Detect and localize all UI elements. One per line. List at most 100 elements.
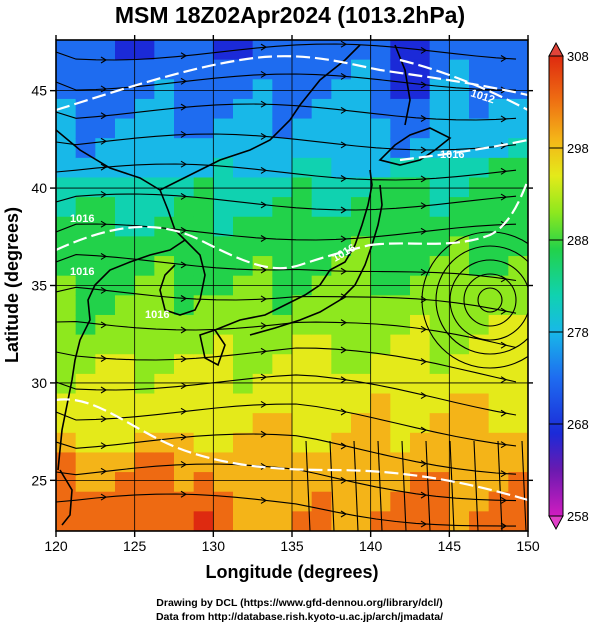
field-cell [311, 236, 332, 257]
field-cell [488, 314, 509, 336]
field-cell [233, 197, 254, 218]
field-cell [351, 373, 372, 395]
field-cell [134, 40, 155, 61]
streamline-arrow [500, 307, 508, 315]
field-cell [508, 256, 528, 277]
streamline-arrow [180, 407, 188, 415]
field-cell [233, 432, 254, 454]
field-cell [56, 40, 77, 61]
field-cell [311, 354, 332, 375]
field-cell [272, 177, 293, 198]
field-cell [331, 354, 352, 375]
streamline-arrow [420, 175, 428, 183]
streamline-arrow [420, 296, 428, 304]
field-cell [154, 40, 175, 61]
streamline-arrow [100, 85, 108, 93]
field-cell [311, 177, 332, 198]
field-cell [75, 118, 96, 139]
field-cell [252, 452, 273, 473]
streamline-arrow [420, 358, 428, 366]
streamline [56, 163, 517, 181]
field-cell [75, 452, 96, 473]
field-cell [252, 295, 273, 316]
cyclone-swirl [477, 287, 503, 313]
field-cell [174, 334, 195, 355]
field-cell [115, 491, 136, 512]
field-cell [508, 393, 528, 414]
field-cell [331, 216, 352, 237]
x-tick-label: 150 [516, 538, 540, 554]
field-cell [488, 393, 509, 414]
field-cell [75, 432, 96, 454]
field-cell [311, 413, 332, 434]
field-cell [154, 413, 175, 434]
field-cell [469, 157, 490, 179]
field-cell [311, 491, 332, 512]
field-cell [252, 177, 273, 198]
field-cell [410, 79, 431, 100]
field-cell [469, 491, 490, 512]
field-cell [193, 177, 214, 198]
streamline-arrow [180, 160, 188, 168]
streamline-arrow [100, 321, 108, 329]
streamline-arrow [500, 376, 508, 384]
field-cell [272, 472, 293, 493]
field-cell [449, 59, 470, 80]
field-cell [488, 157, 509, 179]
colorbar-tick-label: 308 [567, 49, 589, 64]
colorbar-tick-label: 258 [567, 509, 589, 524]
field-cell [508, 413, 528, 434]
field-cell [311, 314, 332, 336]
field-cell [213, 157, 234, 179]
field-cell [233, 59, 254, 80]
field-cell [95, 354, 116, 375]
field-cell [213, 472, 234, 493]
field-cell [56, 334, 77, 355]
field-cell [449, 373, 470, 395]
field-cell [75, 197, 96, 218]
field-cell [429, 472, 450, 493]
field-cell [429, 432, 450, 454]
field-cell [370, 373, 391, 395]
field-cell [351, 511, 372, 531]
streamline-arrow [500, 167, 508, 175]
field-cell [174, 314, 195, 336]
streamline-arrow [180, 261, 188, 269]
field-cell [410, 157, 431, 179]
field-cell [449, 79, 470, 100]
field-cell [292, 157, 313, 179]
field-cell [488, 40, 509, 61]
field-cell [134, 354, 155, 375]
field-cell [154, 157, 175, 179]
field-cell [292, 197, 313, 218]
field-cell [469, 511, 490, 531]
field-cell [311, 393, 332, 414]
field-cell [311, 373, 332, 395]
field-cell [56, 138, 77, 159]
field-cell [213, 354, 234, 375]
streamline [56, 321, 517, 349]
streamline-arrow [420, 268, 428, 276]
streamline-arrow [340, 106, 348, 114]
field-cell [174, 413, 195, 434]
isobar-north [56, 55, 528, 112]
field-cell [233, 452, 254, 473]
field-cell [174, 491, 195, 512]
streamline-arrow [100, 467, 108, 475]
x-tick-label: 125 [123, 538, 147, 554]
isobar-label: 1016 [70, 266, 94, 278]
field-cell [193, 197, 214, 218]
field-cell [75, 98, 96, 120]
field-cell [272, 354, 293, 375]
streamline-arrow [180, 490, 188, 498]
field-cell [469, 354, 490, 375]
field-cell [75, 256, 96, 277]
field-cell [449, 472, 470, 493]
field-cell [233, 118, 254, 139]
field-cell [370, 452, 391, 473]
streamline-arrow [420, 392, 428, 400]
colorbar-tick-label: 278 [567, 325, 589, 340]
field-cell [370, 393, 391, 414]
field-cell [75, 373, 96, 395]
streamline-arrow [180, 192, 188, 200]
